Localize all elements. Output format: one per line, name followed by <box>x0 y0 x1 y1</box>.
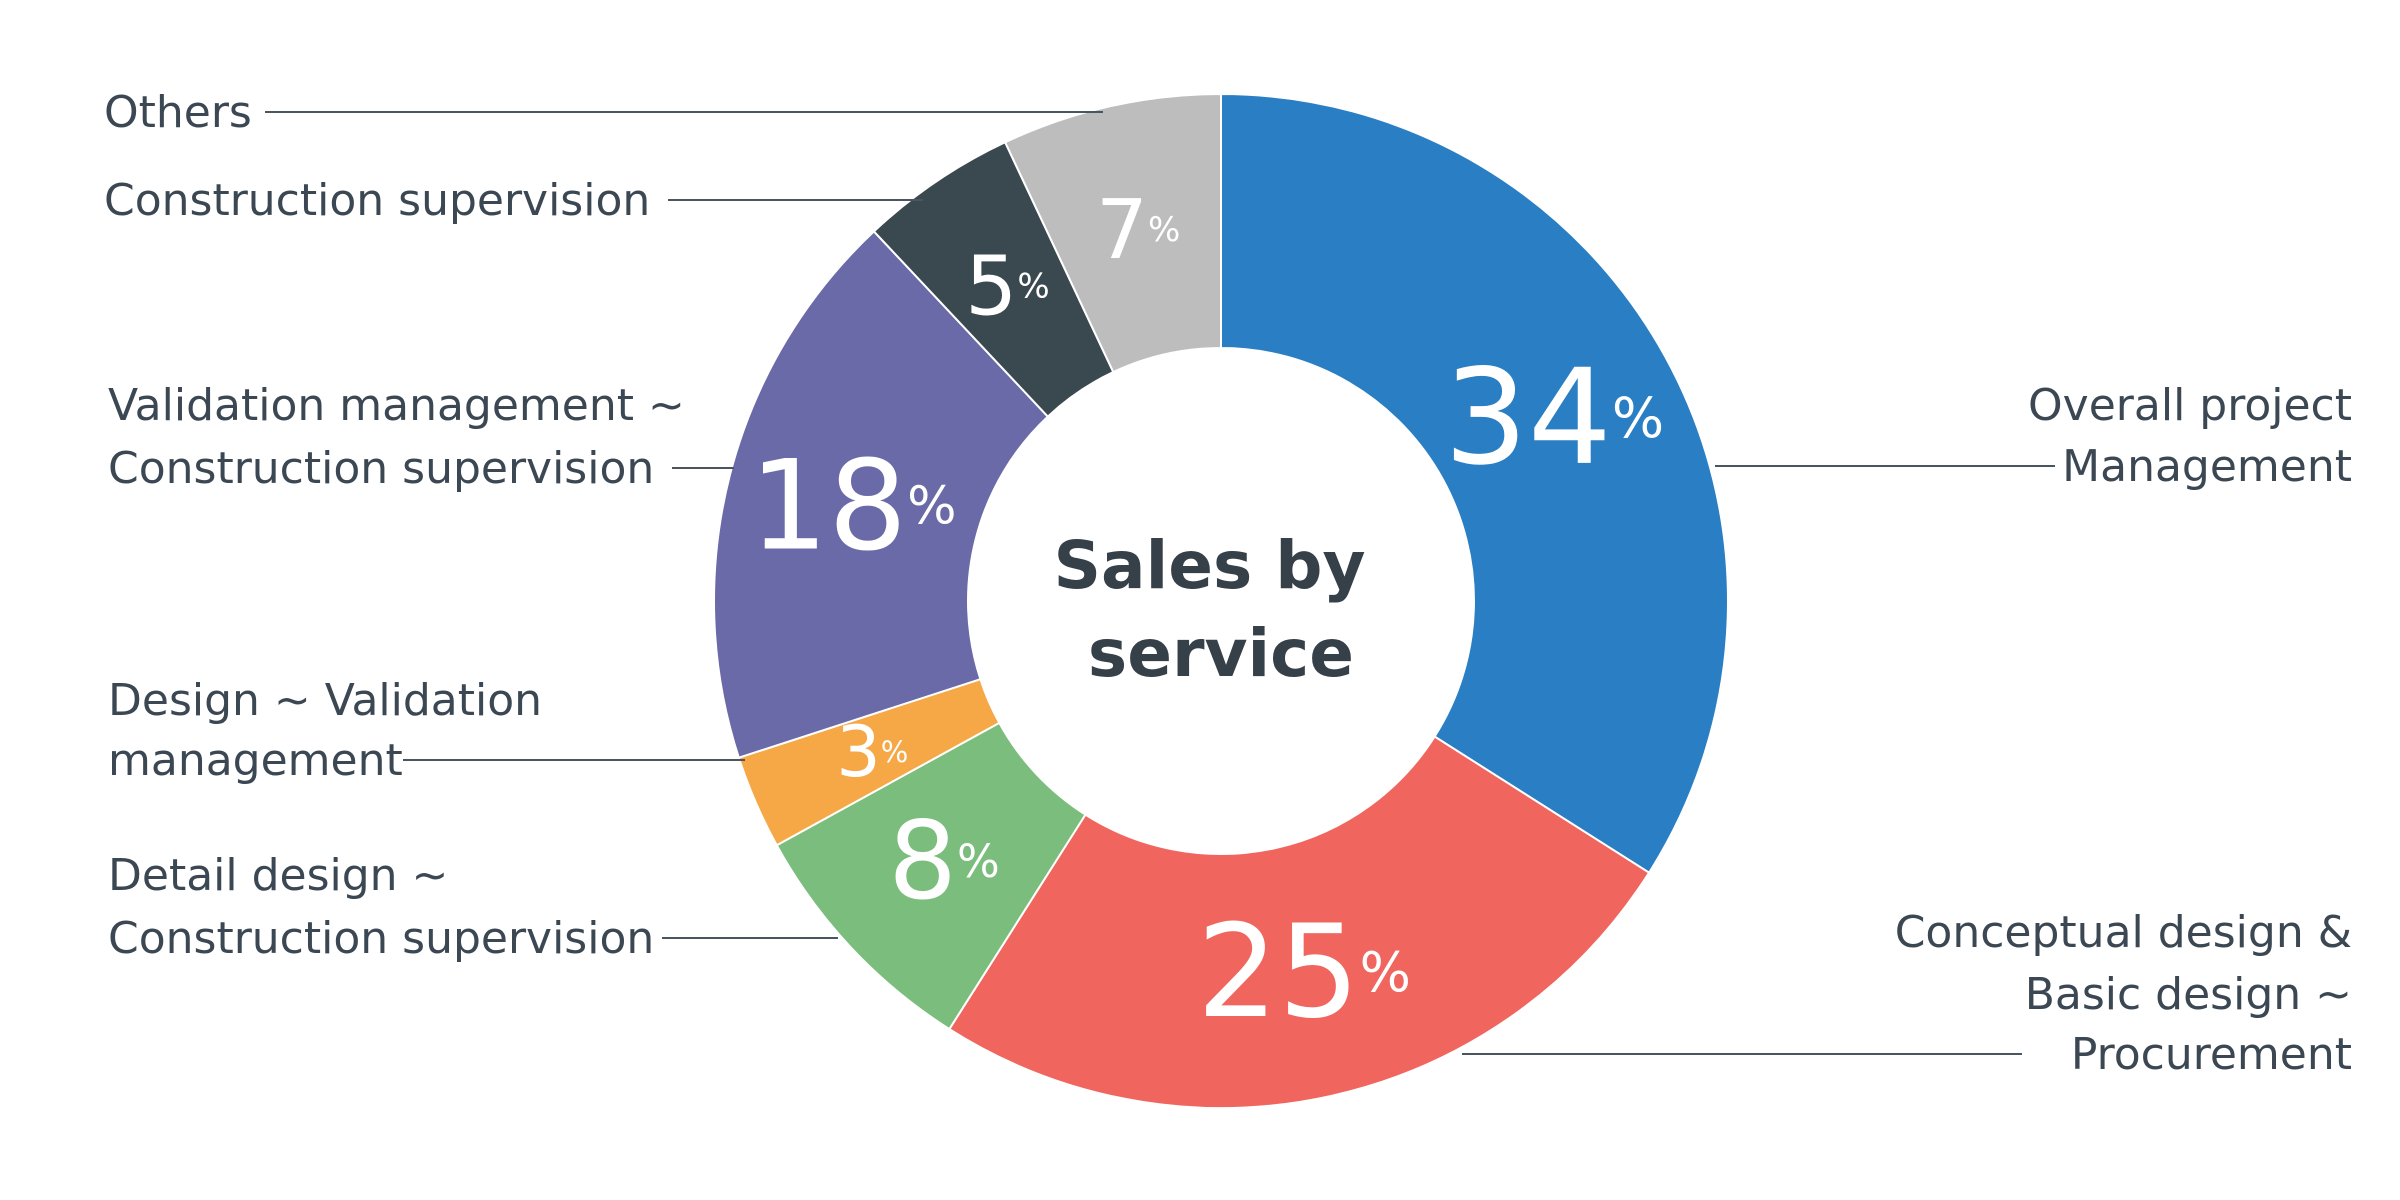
slice-conceptual-design-basic-design-procurement <box>947 735 1651 1109</box>
chart-title-line-2: service <box>1088 615 1354 692</box>
category-labels: Overall project Management Conceptual desi… <box>104 87 2352 1080</box>
value-label-validation-management-construction-supervision: 18% <box>749 434 956 578</box>
chart-title-line-1: Sales by <box>1054 527 1366 604</box>
leader-lines <box>265 111 2055 1055</box>
category-label-overall-project-management: Overall project Management <box>2028 380 2352 492</box>
value-label-conceptual-design-basic-design-procurement: 25% <box>1197 897 1411 1046</box>
value-label-design-validation-management: 3% <box>836 711 908 793</box>
value-label-construction-supervision: 5% <box>965 239 1049 334</box>
slice-overall-project-management <box>1220 92 1729 875</box>
category-label-construction-supervision: Construction supervision <box>104 175 650 226</box>
donut-slices <box>713 92 1729 1109</box>
value-label-overall-project-management: 34% <box>1444 341 1664 495</box>
category-label-detail-design-construction-supervision: Detail design ~ Construction supervision <box>108 850 654 964</box>
slice-validation-management-construction-supervision <box>713 229 1050 759</box>
value-label-others: 7% <box>1096 183 1180 278</box>
category-label-conceptual-design-basic-design-procurement: Conceptual design & Basic design ~ Procure… <box>1895 907 2352 1080</box>
percentage-labels: 34% 25% 8%3% 18% 5% 7% <box>749 183 1664 1047</box>
category-label-design-validation-management: Design ~ Validation management <box>108 675 542 786</box>
chart-title: Sales by service <box>1054 527 1389 692</box>
value-label-detail-design-construction-supervision: 8% <box>888 799 999 924</box>
category-label-validation-management-construction-supervision: Validation management ~ Construction supe… <box>108 380 685 494</box>
category-label-others: Others <box>104 87 252 138</box>
slice-others <box>1003 92 1222 374</box>
